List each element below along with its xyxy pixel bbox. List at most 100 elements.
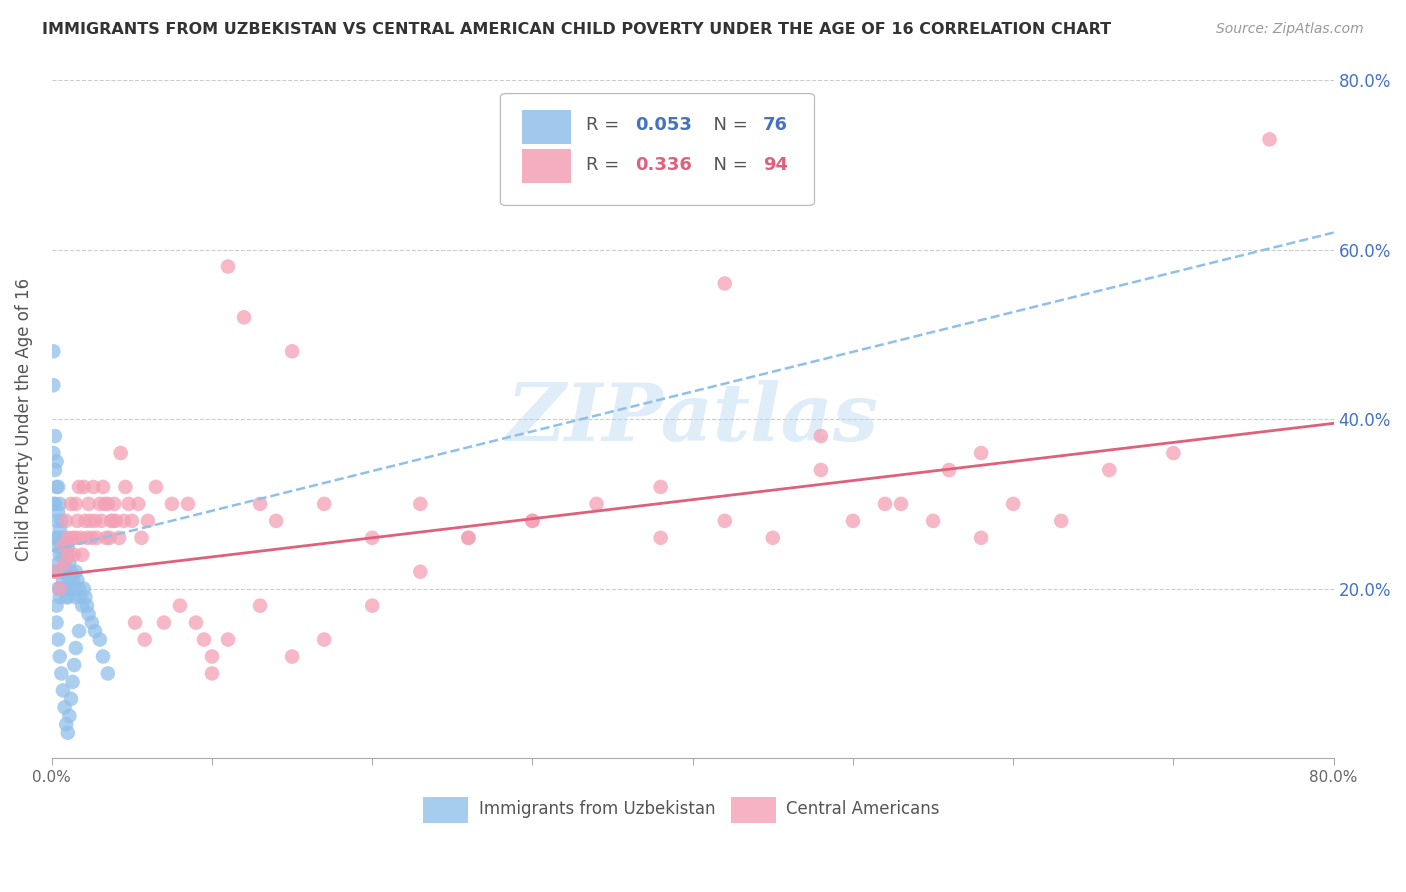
- Point: [63, 657, 86, 672]
- Point: [118, 497, 141, 511]
- Point: [52, 573, 75, 587]
- Point: [65, 590, 87, 604]
- Point: [970, 531, 993, 545]
- Point: [1258, 132, 1281, 146]
- Point: [922, 514, 945, 528]
- Point: [89, 497, 111, 511]
- Point: [45, 539, 67, 553]
- Point: [124, 615, 146, 630]
- Text: 0.336: 0.336: [636, 156, 692, 174]
- Point: [89, 632, 111, 647]
- Text: ZIPatlas: ZIPatlas: [506, 380, 879, 458]
- Point: [52, 548, 75, 562]
- Point: [70, 599, 93, 613]
- Point: [73, 480, 96, 494]
- Point: [114, 480, 136, 494]
- Point: [96, 531, 118, 545]
- Point: [409, 497, 432, 511]
- Point: [80, 531, 103, 545]
- Point: [104, 514, 127, 528]
- Point: [44, 429, 66, 443]
- Point: [42, 378, 65, 392]
- Point: [77, 607, 100, 621]
- Text: 94: 94: [763, 156, 789, 174]
- Point: [56, 531, 79, 545]
- Point: [90, 514, 112, 528]
- Point: [91, 480, 114, 494]
- Point: [51, 565, 73, 579]
- Point: [134, 632, 156, 647]
- Point: [45, 565, 67, 579]
- Point: [108, 531, 131, 545]
- Point: [713, 277, 735, 291]
- Point: [1098, 463, 1121, 477]
- Point: [264, 514, 287, 528]
- Point: [58, 556, 80, 570]
- Point: [53, 556, 76, 570]
- Point: [84, 514, 107, 528]
- Point: [58, 573, 80, 587]
- Point: [361, 599, 384, 613]
- Point: [66, 573, 89, 587]
- Point: [522, 514, 544, 528]
- Point: [56, 726, 79, 740]
- Point: [873, 497, 896, 511]
- Point: [55, 514, 77, 528]
- Point: [49, 590, 72, 604]
- Point: [62, 573, 84, 587]
- Point: [45, 454, 67, 468]
- Point: [45, 565, 67, 579]
- Point: [46, 480, 69, 494]
- Point: [281, 344, 304, 359]
- Point: [153, 615, 176, 630]
- Point: [169, 599, 191, 613]
- FancyBboxPatch shape: [423, 797, 468, 822]
- Point: [51, 514, 73, 528]
- Point: [42, 344, 65, 359]
- Point: [970, 446, 993, 460]
- Point: [103, 497, 125, 511]
- Point: [457, 531, 479, 545]
- FancyBboxPatch shape: [522, 110, 571, 144]
- Point: [53, 700, 76, 714]
- Point: [53, 539, 76, 553]
- Point: [46, 556, 69, 570]
- Point: [45, 480, 67, 494]
- Point: [101, 514, 124, 528]
- Text: IMMIGRANTS FROM UZBEKISTAN VS CENTRAL AMERICAN CHILD POVERTY UNDER THE AGE OF 16: IMMIGRANTS FROM UZBEKISTAN VS CENTRAL AM…: [42, 22, 1111, 37]
- Point: [77, 497, 100, 511]
- Point: [49, 497, 72, 511]
- Point: [44, 565, 66, 579]
- Point: [127, 497, 149, 511]
- Text: 76: 76: [763, 117, 789, 135]
- Point: [58, 548, 80, 562]
- Point: [44, 531, 66, 545]
- Point: [46, 582, 69, 596]
- Text: Central Americans: Central Americans: [786, 800, 939, 818]
- Point: [136, 514, 159, 528]
- Point: [69, 590, 91, 604]
- Point: [76, 531, 98, 545]
- Point: [97, 497, 120, 511]
- Point: [842, 514, 865, 528]
- Point: [53, 556, 76, 570]
- Point: [59, 582, 82, 596]
- Point: [42, 446, 65, 460]
- Point: [59, 565, 82, 579]
- Point: [67, 582, 90, 596]
- Point: [55, 565, 77, 579]
- Point: [51, 539, 73, 553]
- Point: [314, 632, 336, 647]
- Point: [73, 582, 96, 596]
- Point: [80, 615, 103, 630]
- Point: [67, 480, 90, 494]
- Text: Source: ZipAtlas.com: Source: ZipAtlas.com: [1216, 22, 1364, 37]
- Point: [938, 463, 960, 477]
- Point: [86, 531, 108, 545]
- Point: [62, 674, 84, 689]
- Point: [51, 582, 73, 596]
- Point: [55, 590, 77, 604]
- Point: [66, 514, 89, 528]
- Point: [59, 692, 82, 706]
- Point: [65, 531, 87, 545]
